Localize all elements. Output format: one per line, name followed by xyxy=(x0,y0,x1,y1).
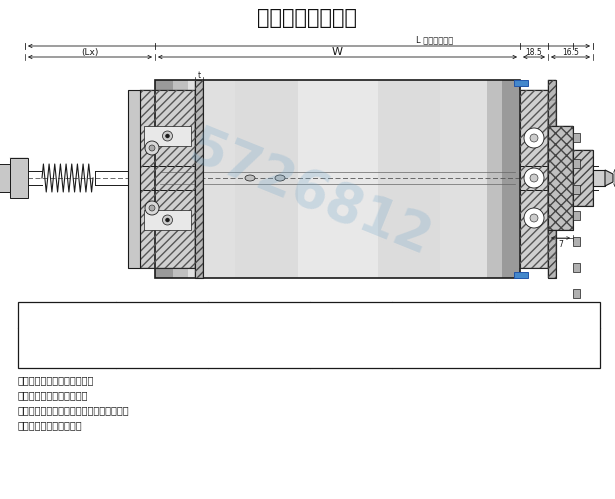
Bar xyxy=(140,90,195,268)
Circle shape xyxy=(530,134,538,142)
Text: M12M14M20: M12M14M20 xyxy=(414,343,474,352)
Text: 7: 7 xyxy=(558,240,563,249)
Bar xyxy=(140,90,195,268)
Text: 1.2/1.5/2.0
/2.5/3.0: 1.2/1.5/2.0 /2.5/3.0 xyxy=(233,338,285,358)
Bar xyxy=(10,158,28,198)
Bar xyxy=(144,210,191,230)
Text: t: t xyxy=(197,70,200,79)
Circle shape xyxy=(165,134,170,138)
Text: 18.5: 18.5 xyxy=(526,47,542,56)
Circle shape xyxy=(524,168,544,188)
Bar xyxy=(573,262,580,272)
Bar xyxy=(155,80,173,278)
Text: 筒体直径D: 筒体直径D xyxy=(52,310,82,320)
Text: 单排调压积放辊筒: 单排调压积放辊筒 xyxy=(257,8,357,28)
Text: 轴壳为冲压精密（表面镰锌）轴承采用国标: 轴壳为冲压精密（表面镰锌）轴承采用国标 xyxy=(18,405,130,415)
Circle shape xyxy=(149,145,155,151)
Bar xyxy=(573,237,580,246)
Text: 外牙md: 外牙md xyxy=(430,310,458,320)
Bar xyxy=(487,80,502,278)
Bar xyxy=(195,80,203,278)
Bar xyxy=(195,80,203,278)
Circle shape xyxy=(524,128,544,148)
Bar xyxy=(520,90,548,268)
Circle shape xyxy=(165,218,170,222)
Text: 16.5: 16.5 xyxy=(562,47,579,56)
Bar xyxy=(573,159,580,168)
Bar xyxy=(298,80,378,278)
Text: 轴直径d: 轴直径d xyxy=(150,310,174,320)
Text: φ50φ60φ79: φ50φ60φ79 xyxy=(39,343,94,352)
Text: L 机架内档尺寸: L 机架内档尺寸 xyxy=(416,35,454,44)
Bar xyxy=(548,100,556,258)
Bar xyxy=(128,90,140,268)
Ellipse shape xyxy=(275,175,285,181)
Ellipse shape xyxy=(245,175,255,181)
Circle shape xyxy=(162,131,172,141)
Bar xyxy=(18,302,600,368)
Bar xyxy=(548,100,556,258)
Bar xyxy=(520,90,548,268)
Text: 筒体壁厕t: 筒体壁厕t xyxy=(245,310,272,320)
Bar xyxy=(514,80,528,86)
Bar xyxy=(573,150,593,206)
Bar xyxy=(573,288,580,298)
Text: 内牙m: 内牙m xyxy=(340,310,362,320)
Bar xyxy=(0,164,10,192)
Circle shape xyxy=(162,215,172,225)
Circle shape xyxy=(530,214,538,222)
Text: 单排钉轮: 单排钉轮 xyxy=(536,310,560,320)
Bar xyxy=(155,80,520,278)
Bar xyxy=(548,80,556,278)
Bar xyxy=(514,272,528,278)
Bar xyxy=(593,170,605,186)
Bar xyxy=(573,314,580,324)
Text: 轴材质分别为不锈锃、碳锃: 轴材质分别为不锈锃、碳锃 xyxy=(18,390,89,400)
Bar xyxy=(502,80,520,278)
Bar xyxy=(548,126,573,230)
Bar xyxy=(573,150,593,206)
Bar xyxy=(548,126,573,230)
Polygon shape xyxy=(605,170,613,186)
Text: M6M8M10
M12M14: M6M8M10 M12M14 xyxy=(327,338,375,358)
Bar xyxy=(573,185,580,194)
Text: 08B/06B
10A/10B: 08B/06B 10A/10B xyxy=(528,338,568,358)
Bar xyxy=(155,80,520,278)
Text: 5726812: 5726812 xyxy=(181,123,439,267)
Bar xyxy=(173,80,188,278)
Circle shape xyxy=(530,174,538,182)
Circle shape xyxy=(149,205,155,211)
Text: 钉轮齿数和单双排可定制: 钉轮齿数和单双排可定制 xyxy=(18,420,82,430)
Bar xyxy=(144,126,191,146)
Bar xyxy=(235,80,440,278)
Circle shape xyxy=(145,141,159,155)
Circle shape xyxy=(145,201,159,215)
Bar xyxy=(573,133,580,142)
Bar xyxy=(548,80,556,278)
Text: W: W xyxy=(332,47,343,57)
Circle shape xyxy=(524,208,544,228)
Bar xyxy=(573,211,580,220)
Text: (Lx): (Lx) xyxy=(81,47,98,56)
Text: φ12φ15φ20: φ12φ15φ20 xyxy=(135,343,189,352)
Text: 筒体材质分别为不锈锃、碳锃: 筒体材质分别为不锈锃、碳锃 xyxy=(18,375,94,385)
